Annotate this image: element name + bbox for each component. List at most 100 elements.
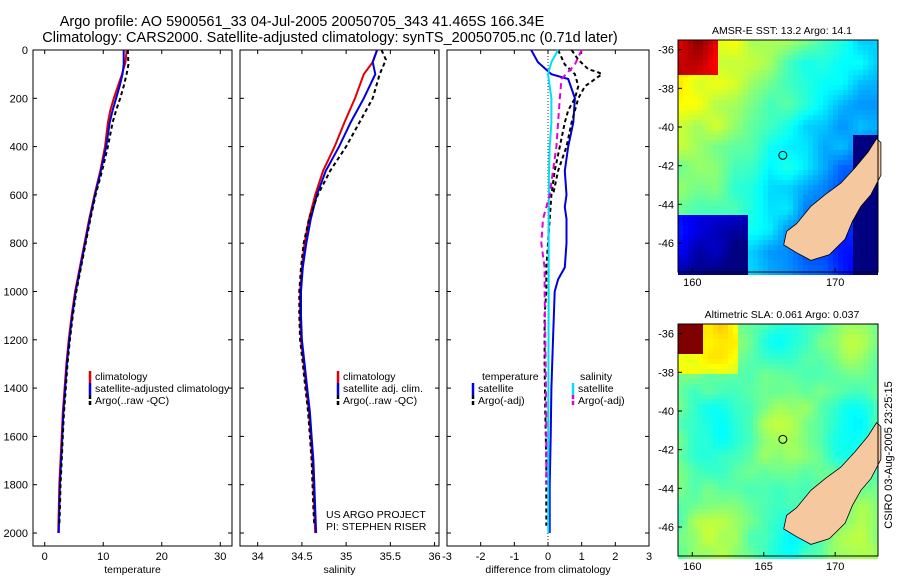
map-cell	[778, 464, 783, 469]
map-cell	[853, 504, 858, 509]
map-cell	[713, 484, 718, 489]
map-cell	[763, 379, 768, 384]
map-cell	[838, 379, 843, 384]
map-cell	[793, 180, 798, 185]
map-cell	[868, 529, 873, 534]
map-cell	[678, 444, 683, 449]
map-cell	[678, 329, 683, 334]
map-cell	[858, 509, 863, 514]
map-cell	[803, 374, 808, 379]
map-cell	[743, 150, 748, 155]
map-cell	[818, 165, 823, 170]
map-cell	[768, 434, 773, 439]
map-cell	[873, 50, 878, 55]
map-cell	[688, 40, 693, 45]
map-cell	[848, 399, 853, 404]
map-cell	[813, 265, 818, 270]
map-cell	[703, 484, 708, 489]
map-cell	[868, 105, 873, 110]
map-cell	[683, 45, 688, 50]
map-cell	[833, 534, 838, 539]
map-cell	[713, 90, 718, 95]
map-cell	[793, 459, 798, 464]
map-cell	[783, 70, 788, 75]
map-cell	[768, 260, 773, 265]
map-cell	[793, 414, 798, 419]
map-cell	[808, 70, 813, 75]
map-cell	[728, 80, 733, 85]
map-cell	[763, 140, 768, 145]
map-cell	[748, 329, 753, 334]
map-cell	[788, 439, 793, 444]
map-cell	[808, 544, 813, 549]
map-cell	[693, 100, 698, 105]
map-cell	[723, 424, 728, 429]
map-cell	[788, 215, 793, 220]
map-cell	[803, 379, 808, 384]
map-cell	[703, 354, 708, 359]
map-cell	[718, 70, 723, 75]
map-cell	[683, 459, 688, 464]
map-cell	[788, 75, 793, 80]
map-cell	[733, 534, 738, 539]
map-cell	[753, 389, 758, 394]
map-cell	[713, 374, 718, 379]
map-cell	[848, 544, 853, 549]
map-cell	[758, 140, 763, 145]
map-cell	[803, 359, 808, 364]
map-cell	[738, 245, 743, 250]
map-cell	[788, 50, 793, 55]
map-cell	[868, 80, 873, 85]
map-cell	[798, 454, 803, 459]
map-cell	[793, 369, 798, 374]
map-cell	[748, 125, 753, 130]
map-cell	[763, 364, 768, 369]
map-cell	[688, 175, 693, 180]
map-cell	[793, 165, 798, 170]
map-cell	[698, 230, 703, 235]
map-cell	[868, 40, 873, 45]
map-cell	[723, 100, 728, 105]
map-cell	[818, 329, 823, 334]
map-cell	[718, 150, 723, 155]
map-cell	[753, 474, 758, 479]
map-cell	[808, 479, 813, 484]
map-cell	[778, 509, 783, 514]
map-cell	[703, 434, 708, 439]
map-cell	[858, 85, 863, 90]
map-cell	[683, 434, 688, 439]
map-cell	[738, 504, 743, 509]
map-cell	[703, 464, 708, 469]
map-cell	[838, 414, 843, 419]
map-cell	[718, 434, 723, 439]
map-cell	[813, 165, 818, 170]
map-cell	[778, 200, 783, 205]
map-cell	[808, 364, 813, 369]
map-cell	[788, 359, 793, 364]
map-cell	[843, 85, 848, 90]
map-cell	[783, 329, 788, 334]
map-cell	[723, 180, 728, 185]
map-cell	[708, 220, 713, 225]
map-cell	[688, 195, 693, 200]
map-cell	[688, 245, 693, 250]
map-cell	[703, 255, 708, 260]
map-cell	[698, 130, 703, 135]
map-cell	[748, 115, 753, 120]
map-cell	[698, 454, 703, 459]
map-cell	[693, 444, 698, 449]
map-cell	[688, 489, 693, 494]
map-cell	[688, 135, 693, 140]
map-cell	[748, 379, 753, 384]
map-cell	[843, 100, 848, 105]
map-cell	[763, 195, 768, 200]
map-cell	[863, 504, 868, 509]
map-cell	[693, 529, 698, 534]
map-cell	[808, 40, 813, 45]
map-cell	[738, 514, 743, 519]
map-cell	[838, 80, 843, 85]
map-cell	[723, 250, 728, 255]
map-cell	[768, 235, 773, 240]
map-cell	[783, 459, 788, 464]
map-cell	[778, 549, 783, 554]
